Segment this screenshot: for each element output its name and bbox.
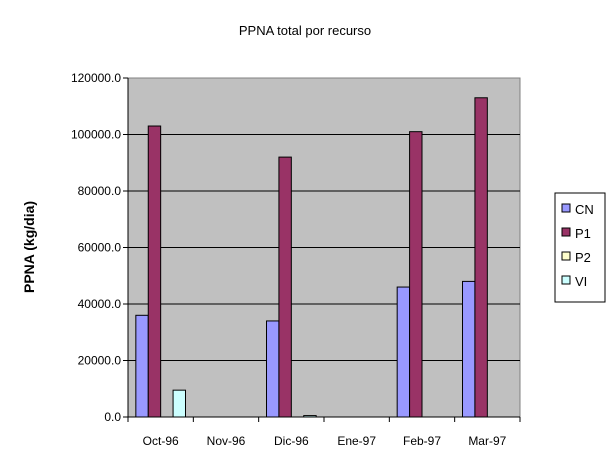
legend: CN P1 P2 VI: [554, 192, 606, 303]
y-tick-label: 60000.0: [78, 241, 122, 255]
y-tick-label: 40000.0: [78, 297, 122, 311]
bar-p1-feb-97: [409, 131, 423, 418]
legend-label: VI: [575, 274, 587, 289]
legend-label: P2: [575, 250, 591, 265]
bar-p1-oct-96: [147, 125, 162, 418]
y-axis: 0.0 20000.0 40000.0 60000.0 80000.0 100000.0 1…: [71, 71, 129, 424]
bar-cn-dic-96: [266, 320, 280, 418]
bar-p1-dic-96: [278, 156, 292, 418]
bars: [135, 97, 488, 418]
x-tick-label: Mar-97: [468, 434, 506, 448]
y-tick-label: 20000.0: [78, 354, 122, 368]
gridlines: [128, 134, 520, 361]
x-tick-label: Dic-96: [274, 434, 309, 448]
y-tick-label: 0.0: [104, 410, 121, 424]
y-tick-label: 100000.0: [71, 128, 121, 142]
legend-swatch: [561, 275, 571, 285]
chart-title: PPNA total por recurso: [239, 23, 371, 38]
x-tick-label: Feb-97: [403, 434, 441, 448]
legend-swatch: [561, 251, 571, 261]
legend-label: P1: [575, 226, 591, 241]
x-tick-label: Ene-97: [337, 434, 376, 448]
bar-cn-mar-97: [462, 280, 476, 418]
legend-swatch: [561, 203, 571, 213]
legend-label: CN: [575, 202, 594, 217]
x-tick-label: Oct-96: [143, 434, 179, 448]
bar-cn-oct-96: [135, 314, 149, 418]
y-axis-label: PPNA (kg/dia): [21, 201, 37, 293]
x-axis: Oct-96 Nov-96 Dic-96 Ene-97 Feb-97 Mar-97: [127, 416, 521, 448]
bar-cn-feb-97: [396, 286, 411, 418]
x-tick-label: Nov-96: [207, 434, 246, 448]
legend-swatch: [561, 227, 571, 237]
y-tick-label: 120000.0: [71, 71, 121, 85]
y-tick-label: 80000.0: [78, 184, 122, 198]
bar-vi-oct-96: [172, 389, 186, 418]
bar-p1-mar-97: [474, 97, 488, 418]
